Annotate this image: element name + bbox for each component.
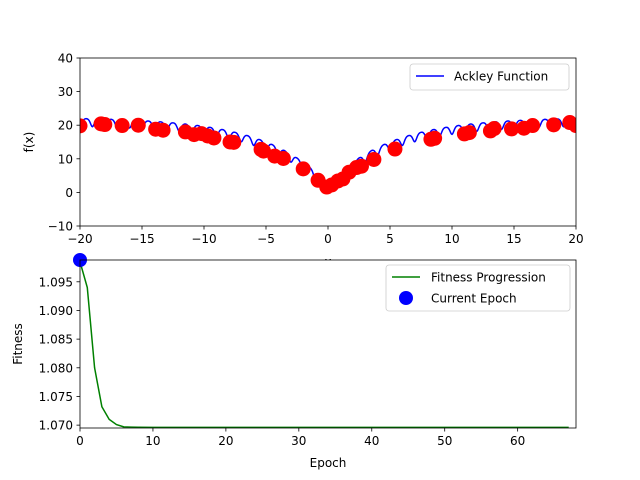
bottom-y-tick-label: 1.085 [39,333,73,347]
red-point [504,121,520,137]
bottom-legend: Fitness Progression Current Epoch [385,264,571,312]
top-x-tick-label: 0 [324,232,332,246]
bottom-y-tick-label: 1.075 [39,390,73,404]
red-point [80,118,88,134]
red-point [256,143,272,159]
red-point [525,118,541,134]
red-point [387,141,403,157]
red-point [353,158,369,174]
top-x-tick-label: 10 [444,232,459,246]
red-point [546,117,562,133]
bottom-axes: 0 10 20 30 40 50 60 1.0701.0751.0801.0851.0901… [11,253,577,470]
top-x-ticks: −20 −15 −10 −5 0 5 10 15 20 [67,226,584,246]
red-point [486,121,502,137]
ackley-legend-label: Ackley Function [454,70,548,84]
top-y-tick-label: 40 [58,52,73,66]
top-x-tick-label: −10 [191,232,216,246]
top-x-tick-label: −5 [257,232,275,246]
top-legend: Ackley Function [409,63,570,91]
bottom-x-axis-label: Epoch [310,456,347,470]
top-y-tick-label: 10 [58,152,73,166]
bottom-y-tick-label: 1.080 [39,361,73,375]
top-x-tick-label: 5 [386,232,394,246]
current-epoch-legend-label: Current Epoch [431,292,517,306]
top-x-tick-label: −20 [67,232,92,246]
top-y-ticks: −10 0 10 20 30 40 [48,52,80,234]
top-legend-box [409,63,570,91]
top-x-tick-label: −15 [129,232,154,246]
bottom-x-tick-label: 50 [437,434,452,448]
bottom-y-tick-label: 1.090 [39,304,73,318]
top-y-axis-label: f(x) [22,132,36,153]
current-epoch-legend-marker [399,291,413,305]
red-point [130,117,146,133]
top-y-tick-label: 20 [58,119,73,133]
bottom-x-tick-label: 40 [364,434,379,448]
top-scatter-points [80,115,576,195]
red-point [275,150,291,166]
bottom-x-ticks: 0 10 20 30 40 50 60 [76,428,525,448]
red-point [226,134,242,150]
bottom-x-tick-label: 20 [218,434,233,448]
top-x-tick-label: 20 [568,232,583,246]
bottom-x-tick-label: 0 [76,434,84,448]
red-point [155,122,171,138]
fitness-legend-label: Fitness Progression [431,271,546,285]
top-y-tick-label: −10 [48,220,73,234]
red-point [295,161,311,177]
bottom-y-tick-label: 1.070 [39,419,73,433]
bottom-legend-box [385,264,571,312]
red-point [206,130,222,146]
bottom-x-tick-label: 30 [291,434,306,448]
red-point [97,117,113,133]
top-x-tick-label: 15 [506,232,521,246]
top-y-tick-label: 30 [58,85,73,99]
top-y-tick-label: 0 [65,186,73,200]
bottom-y-axis-label: Fitness [11,323,25,365]
red-point [568,118,576,134]
red-point [461,125,477,141]
bottom-x-tick-label: 10 [145,434,160,448]
fitness-progression-line [80,261,569,428]
bottom-x-tick-label: 60 [510,434,525,448]
bottom-y-ticks: 1.070 1.075 1.080 1.085 1.090 1.095 [39,275,80,433]
bottom-axes-frame [79,259,577,429]
red-point [427,130,443,146]
bottom-y-tick-label: 1.095 [39,275,73,289]
red-point [114,118,130,134]
red-point [366,151,382,167]
